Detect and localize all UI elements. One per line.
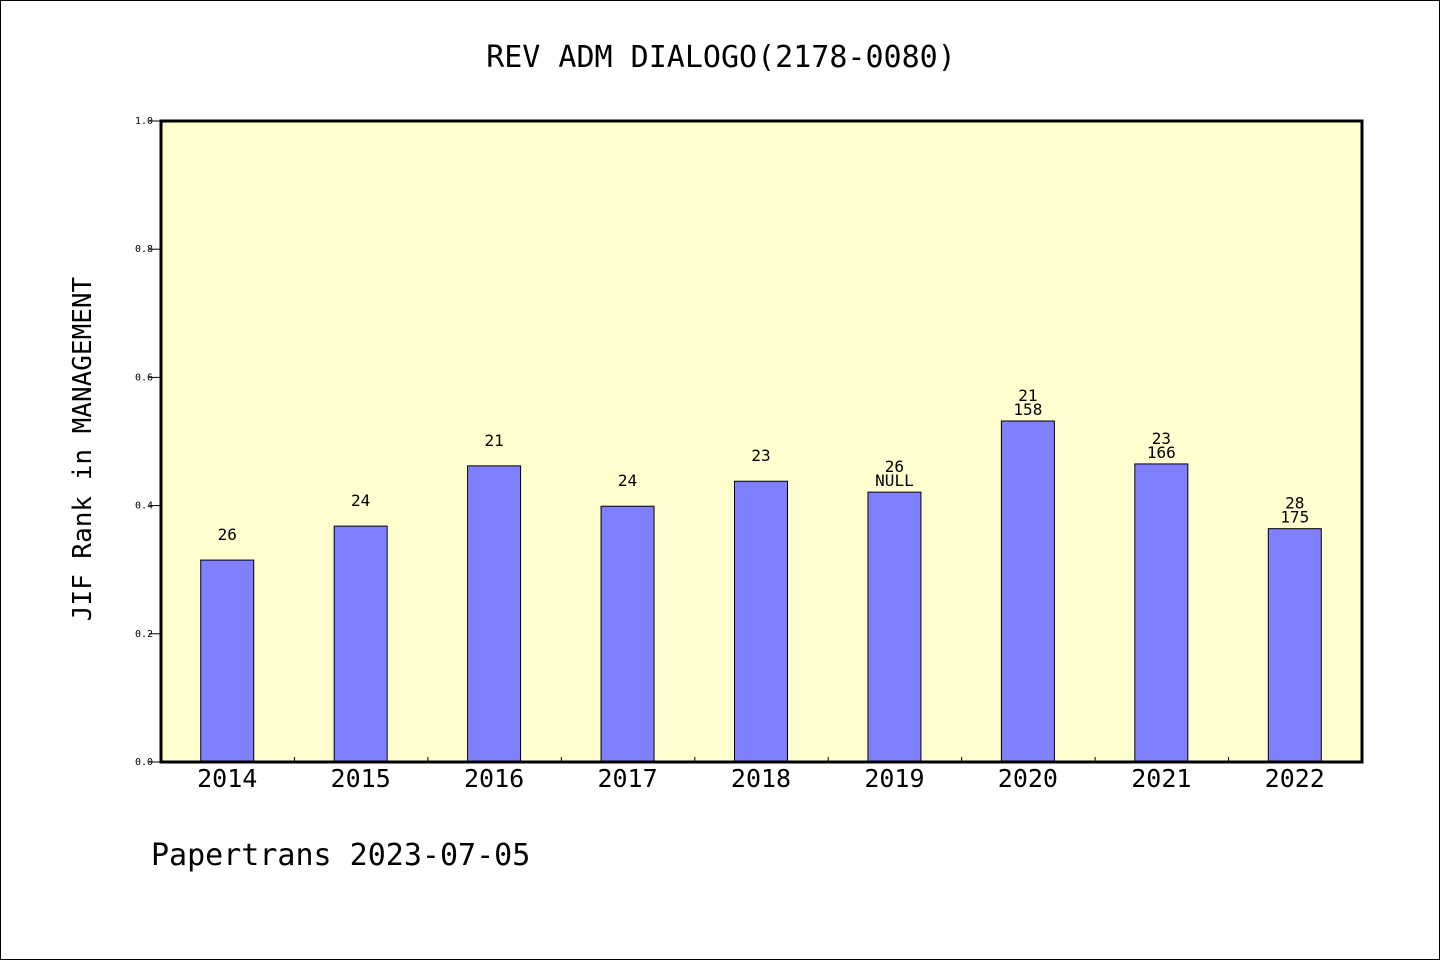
data-label-bottom: NULL bbox=[875, 471, 914, 490]
y-tick-label: 0.8 bbox=[135, 244, 153, 255]
bar-2014 bbox=[200, 559, 255, 763]
data-label-top: 28 bbox=[1285, 494, 1304, 513]
data-label-bottom: 158 bbox=[1013, 400, 1042, 419]
x-tick-label-2022: 2022 bbox=[1265, 764, 1325, 793]
x-axis: 2014 2015 2016 2017 2018 2019 2020 2021 2022 bbox=[197, 757, 1325, 793]
x-tick-label-2014: 2014 bbox=[197, 764, 257, 793]
bar-2016 bbox=[467, 465, 522, 763]
plot-border bbox=[159, 119, 1364, 764]
y-tick-label: 0.4 bbox=[135, 501, 153, 512]
y-tick-label: 0.0 bbox=[135, 757, 153, 768]
data-label: 26 bbox=[218, 525, 237, 544]
bar-2018 bbox=[734, 480, 788, 763]
data-label-top: 23 bbox=[1152, 429, 1171, 448]
data-label: 24 bbox=[618, 471, 637, 490]
bar-2021 bbox=[1134, 463, 1189, 763]
chart-title: REV ADM DIALOGO(2178-0080) bbox=[486, 40, 956, 75]
data-label-bottom: 175 bbox=[1280, 508, 1309, 527]
bar-2019 bbox=[867, 491, 922, 763]
footer-watermark: Papertrans 2023-07-05 bbox=[151, 838, 530, 873]
bars-layer bbox=[200, 420, 1322, 763]
y-tick-label: 0.2 bbox=[135, 629, 153, 640]
data-label: 24 bbox=[351, 491, 370, 510]
data-label-top: 26 bbox=[885, 457, 904, 476]
data-label: 21 bbox=[484, 431, 503, 450]
bar-2015 bbox=[333, 525, 388, 763]
x-tick-label-2015: 2015 bbox=[331, 764, 391, 793]
x-tick-label-2019: 2019 bbox=[864, 764, 924, 793]
y-tick-label: 0.6 bbox=[135, 372, 153, 383]
x-tick-label-2018: 2018 bbox=[731, 764, 791, 793]
x-tick-label-2021: 2021 bbox=[1131, 764, 1191, 793]
data-label: 23 bbox=[751, 446, 770, 465]
data-label-bottom: 166 bbox=[1147, 443, 1176, 462]
y-tick-label: 1.0 bbox=[135, 116, 153, 127]
bar-2020 bbox=[1000, 420, 1055, 763]
bar-2017 bbox=[600, 505, 655, 763]
x-tick-label-2017: 2017 bbox=[597, 764, 657, 793]
x-tick-label-2016: 2016 bbox=[464, 764, 524, 793]
x-tick-label-2020: 2020 bbox=[998, 764, 1058, 793]
bar-2022 bbox=[1267, 528, 1322, 763]
y-axis: 0.0 0.2 0.4 0.6 0.8 1.0 bbox=[135, 116, 161, 768]
y-axis-label: JIF Rank in MANAGEMENT bbox=[68, 276, 98, 621]
data-label-top: 21 bbox=[1018, 386, 1037, 405]
